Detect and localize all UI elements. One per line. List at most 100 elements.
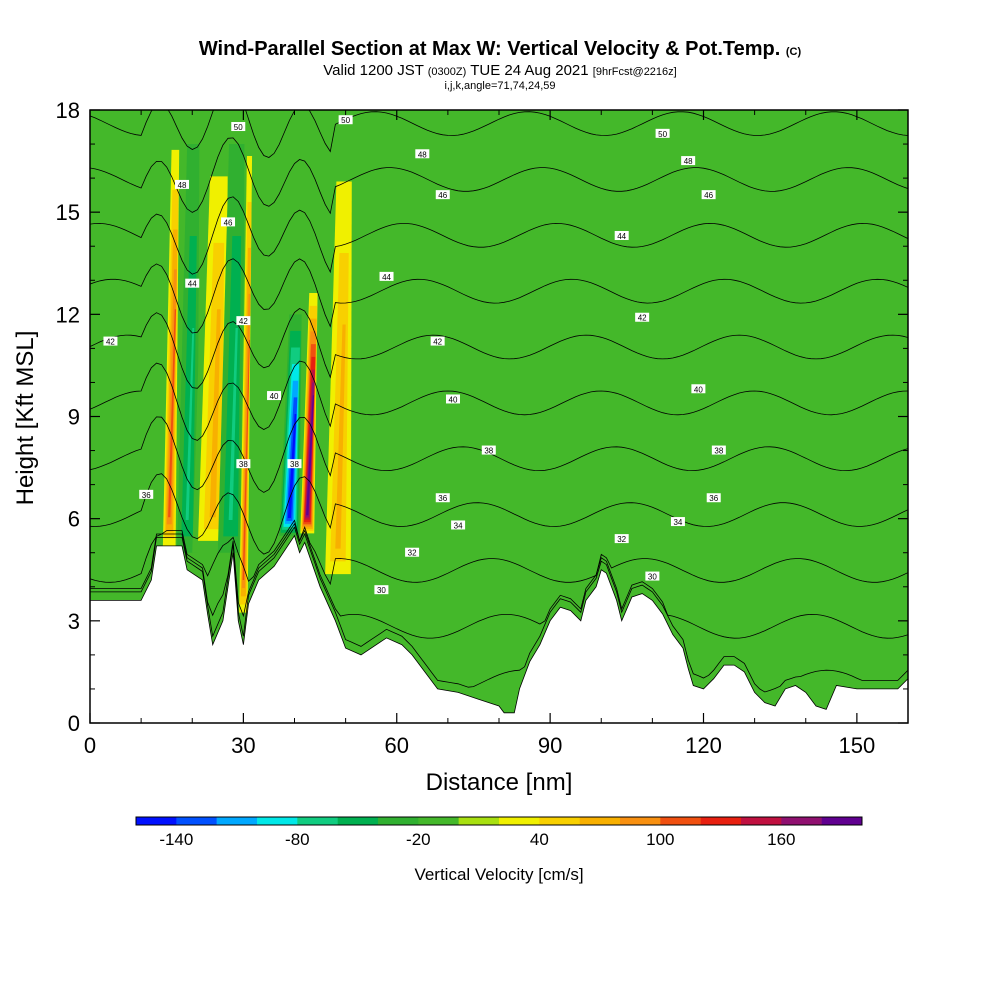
contour-label-text: 32 [617, 535, 626, 544]
velocity-band-2-3 [209, 309, 221, 518]
colorbar: -140 -80 -20 40 100 160 [135, 816, 863, 849]
x-axis-title: Distance [nm] [426, 769, 573, 796]
theta-contour-36 [90, 473, 908, 555]
contour-label-text: 40 [449, 395, 458, 404]
x-tick-label: 30 [231, 733, 255, 758]
contour-label: 38 [236, 459, 251, 469]
contour-label-text: 50 [234, 123, 243, 132]
contour-label: 46 [435, 190, 450, 200]
colorbar-swatch [741, 817, 782, 825]
contour-label: 42 [103, 336, 118, 347]
theta-contour-50 [90, 110, 908, 158]
colorbar-swatch [136, 817, 177, 825]
theta-contour-40 [90, 360, 908, 441]
contour-label-text: 46 [704, 191, 713, 200]
contour-label: 36 [139, 489, 154, 500]
colorbar-tick-label: -140 [159, 830, 193, 849]
colorbar-swatch [781, 817, 822, 825]
colorbar-tick-label: 40 [530, 830, 549, 849]
colorbar-swatch [821, 817, 863, 825]
colorbar-swatch [539, 817, 580, 825]
contour-label-text: 50 [658, 130, 667, 139]
subtitle-valid-time: Valid 1200 JST [323, 62, 424, 79]
x-tick-label: 150 [839, 733, 876, 758]
contour-label: 50 [655, 128, 670, 139]
contour-label: 44 [379, 271, 394, 282]
y-tick-label: 0 [68, 711, 80, 736]
contour-label-text: 44 [617, 232, 626, 241]
contour-label-text: 48 [418, 150, 427, 159]
contour-label: 36 [435, 493, 450, 503]
contour-label: 50 [231, 122, 246, 132]
colorbar-title: Vertical Velocity [cm/s] [414, 865, 583, 884]
colorbar-frame [135, 816, 863, 826]
theta-contour-46 [90, 196, 908, 275]
contour-label: 44 [614, 231, 629, 241]
y-tick-label: 12 [56, 302, 80, 327]
contour-label: 36 [706, 493, 721, 503]
subtitle-utc-time: (0300Z) [427, 66, 467, 78]
contour-label-text: 36 [438, 494, 447, 503]
y-tick-label: 15 [56, 200, 80, 225]
y-tick-label: 18 [56, 98, 80, 123]
contour-label-text: 46 [438, 191, 447, 200]
colorbar-swatch [378, 817, 419, 825]
colorbar-swatch [418, 817, 459, 825]
velocity-features [161, 110, 356, 621]
velocity-band-6-9 [306, 395, 315, 516]
theta-contour-34 [90, 519, 908, 586]
contour-label: 34 [670, 517, 685, 527]
contour-label: 34 [451, 520, 466, 530]
theta-contour-48 [90, 137, 908, 215]
contour-label-text: 40 [694, 385, 703, 394]
contour-label-text: 40 [270, 392, 279, 401]
contour-label-text: 42 [433, 338, 442, 347]
theta-contour-38 [90, 416, 908, 493]
contour-label: 38 [711, 445, 726, 456]
colorbar-tick-label: -80 [285, 830, 310, 849]
velocity-band-1-1 [181, 236, 197, 537]
contour-label-text: 42 [106, 338, 115, 347]
contour-label: 46 [221, 217, 236, 227]
contour-label: 48 [175, 179, 190, 190]
x-tick-label: 60 [385, 733, 409, 758]
colorbar-swatch [297, 817, 338, 825]
contour-label: 32 [405, 547, 420, 558]
colorbar-tick-label: -20 [406, 830, 431, 849]
x-tick-label: 0 [84, 733, 96, 758]
colorbar-swatch [620, 817, 661, 825]
velocity-band-1-2 [185, 327, 195, 521]
contour-label-text: 44 [382, 273, 391, 282]
contour-label-text: 32 [408, 549, 417, 558]
theta-contour-44 [90, 258, 908, 334]
velocity-band-7-3 [335, 324, 346, 549]
y-tick-label: 3 [68, 609, 80, 634]
contour-label: 40 [445, 394, 460, 404]
colorbar-swatch [216, 817, 258, 825]
velocity-band-0-5 [168, 309, 177, 518]
contour-label: 46 [701, 190, 716, 200]
colorbar-tick-label: 100 [646, 830, 674, 849]
chart-subtitle: Valid 1200 JST (0300Z) TUE 24 Aug 2021 [… [0, 63, 1000, 80]
contour-label: 44 [185, 278, 200, 289]
contour-label: 30 [374, 585, 389, 595]
contour-label-text: 44 [188, 280, 197, 289]
chart-title: Wind-Parallel Section at Max W: Vertical… [0, 38, 1000, 63]
contour-label-text: 30 [648, 573, 657, 582]
theta-contours [90, 110, 908, 693]
colorbar-tick-label: 160 [767, 830, 795, 849]
contour-label-text: 50 [341, 116, 350, 125]
y-tick-label: 6 [68, 507, 80, 532]
y-axis-title: Height [Kft MSL] [12, 331, 39, 506]
colorbar-swatch [579, 817, 621, 825]
colorbar-swatch [700, 817, 742, 825]
colorbar-swatch [499, 817, 540, 825]
x-tick-label: 90 [538, 733, 562, 758]
contour-label-text: 36 [709, 494, 718, 503]
y-tick-label: 9 [68, 405, 80, 430]
contour-label: 48 [415, 149, 430, 159]
contour-label: 42 [236, 316, 251, 326]
chart-title-main: Wind-Parallel Section at Max W: Vertical… [198, 38, 781, 60]
